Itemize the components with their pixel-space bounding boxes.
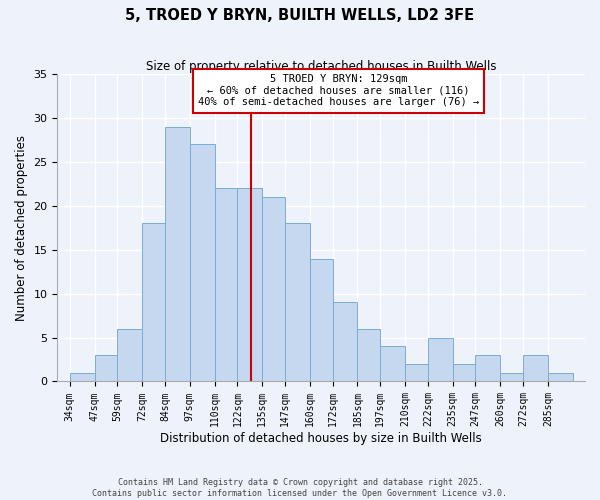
X-axis label: Distribution of detached houses by size in Builth Wells: Distribution of detached houses by size … <box>160 432 482 445</box>
Bar <box>262 197 285 382</box>
Y-axis label: Number of detached properties: Number of detached properties <box>15 135 28 321</box>
Bar <box>142 224 165 382</box>
Text: Contains HM Land Registry data © Crown copyright and database right 2025.
Contai: Contains HM Land Registry data © Crown c… <box>92 478 508 498</box>
Bar <box>165 127 190 382</box>
Bar <box>548 372 572 382</box>
Bar <box>428 338 452 382</box>
Bar <box>500 372 523 382</box>
Title: Size of property relative to detached houses in Builth Wells: Size of property relative to detached ho… <box>146 60 496 73</box>
Bar <box>238 188 262 382</box>
Bar <box>215 188 238 382</box>
Bar <box>475 355 500 382</box>
Bar <box>310 258 332 382</box>
Bar <box>190 144 215 382</box>
Bar <box>380 346 405 382</box>
Bar <box>405 364 428 382</box>
Text: 5, TROED Y BRYN, BUILTH WELLS, LD2 3FE: 5, TROED Y BRYN, BUILTH WELLS, LD2 3FE <box>125 8 475 22</box>
Bar <box>70 372 95 382</box>
Bar <box>118 329 142 382</box>
Bar <box>95 355 118 382</box>
Bar <box>452 364 475 382</box>
Bar <box>523 355 548 382</box>
Bar <box>332 302 358 382</box>
Bar <box>285 224 310 382</box>
Bar <box>358 329 380 382</box>
Text: 5 TROED Y BRYN: 129sqm
← 60% of detached houses are smaller (116)
40% of semi-de: 5 TROED Y BRYN: 129sqm ← 60% of detached… <box>198 74 479 108</box>
